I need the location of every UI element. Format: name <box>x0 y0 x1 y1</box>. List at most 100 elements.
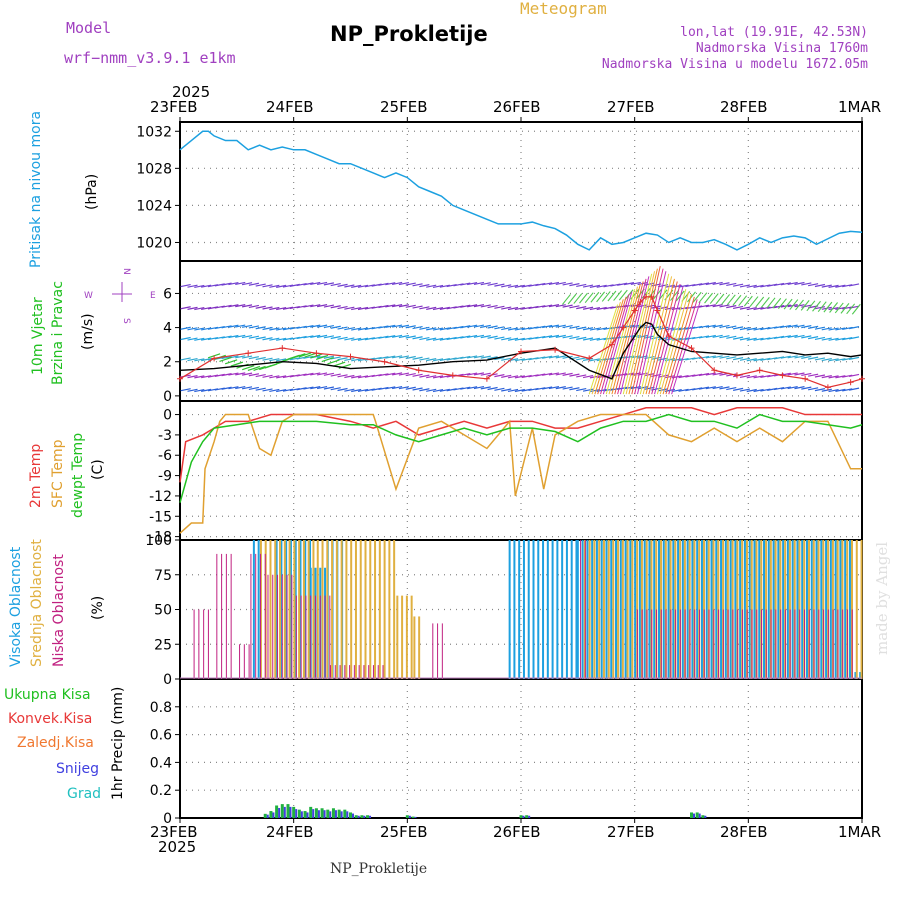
wind-arrow <box>487 356 498 360</box>
wind-arrow <box>794 355 805 359</box>
wind-arrow <box>801 335 812 339</box>
wind-arrow <box>780 282 791 286</box>
wind-arrow <box>726 386 737 391</box>
wind-arrow <box>439 358 450 362</box>
wind-arrow <box>657 388 669 392</box>
wind-streak <box>662 294 692 395</box>
wind-arrow <box>460 372 471 377</box>
wind-arrow <box>385 304 396 308</box>
wind-arrow <box>276 375 287 379</box>
wind-arrow <box>623 372 635 376</box>
y-tick-label: 100 <box>145 533 172 549</box>
wind-arrow <box>487 304 498 309</box>
wind-arrow <box>596 337 607 341</box>
wind-streak <box>605 289 636 395</box>
wind-arrow <box>321 356 334 363</box>
wind-arrow <box>555 334 566 338</box>
wind-arrow <box>705 355 716 359</box>
precip-snow-bar <box>704 815 707 818</box>
wind-arrow <box>814 357 826 361</box>
wind-arrow <box>378 373 389 377</box>
y-tick-label: 0 <box>163 389 172 405</box>
wind-arrow <box>801 282 812 286</box>
wind-arrow <box>344 306 355 310</box>
wind-arrow <box>794 334 805 339</box>
wind-arrow <box>296 325 307 329</box>
wind-arrow <box>773 325 785 329</box>
time-label-top-6: 1MAR <box>838 98 882 116</box>
y-tick-label: -15 <box>149 509 172 525</box>
wind-arrow <box>501 357 512 361</box>
wind-arrow <box>596 284 607 288</box>
wind-arrow <box>657 374 669 378</box>
wind-arrow <box>766 297 776 309</box>
wind-arrow <box>248 356 260 360</box>
wind-arrow <box>576 387 587 392</box>
precip-snow-bar <box>278 807 281 818</box>
wind-arrow <box>385 335 396 339</box>
wind-arrow <box>385 282 396 286</box>
wind-arrow <box>412 305 423 309</box>
wind-arrow <box>848 305 860 309</box>
wind-arrow <box>364 326 375 331</box>
wind-speed-line <box>179 321 863 380</box>
wind-arrow <box>180 388 191 392</box>
wind-arrow <box>405 325 416 329</box>
wind-arrow <box>194 375 205 379</box>
wind-arrow <box>501 337 512 341</box>
wind-arrow <box>795 299 804 311</box>
wind-arrow <box>846 303 856 315</box>
wind-arrow <box>187 357 198 362</box>
wind-arrow <box>548 386 560 390</box>
wind-arrow <box>269 284 280 288</box>
wind-arrow <box>412 336 423 340</box>
wind-arrow <box>391 334 403 338</box>
wind-arrow <box>692 373 703 377</box>
wind-arrow <box>576 306 587 310</box>
precip-bar <box>269 811 273 818</box>
wind-arrow <box>848 356 860 360</box>
wind-arrow <box>439 327 450 331</box>
wind-arrow <box>228 304 239 308</box>
wind-arrow <box>391 324 403 328</box>
wind-arrow <box>739 306 751 310</box>
wind-arrow <box>596 327 607 331</box>
wind-arrow <box>535 335 546 340</box>
wind-arrow <box>794 386 805 390</box>
wind-arrow <box>432 375 444 379</box>
time-label-bottom-6: 1MAR <box>838 823 882 841</box>
wind-arrow <box>772 297 782 309</box>
wind-arrow <box>255 283 266 287</box>
wind-arrow <box>678 337 689 341</box>
precip-bar <box>360 815 364 818</box>
wind-arrow <box>230 361 244 367</box>
gust-marker <box>279 345 286 352</box>
wind-arrow <box>303 304 314 308</box>
wind-arrow <box>562 282 573 286</box>
wind-arrow <box>494 283 505 287</box>
wind-arrow <box>721 294 731 305</box>
precip-bar <box>286 804 290 818</box>
wind-arrow <box>840 303 850 314</box>
wind-arrow <box>562 294 571 305</box>
wind-arrow <box>555 372 566 376</box>
wind-arrow <box>746 388 757 393</box>
gust-marker <box>637 298 644 305</box>
wind-arrow <box>487 335 498 339</box>
precip-snow-bar <box>414 816 417 818</box>
wind-arrow <box>589 306 601 311</box>
wind-arrow <box>521 284 532 288</box>
wind-arrow <box>760 297 770 308</box>
precip-bar <box>292 806 296 818</box>
wind-arrow <box>282 337 294 341</box>
wind-arrow <box>719 335 730 339</box>
wind-arrow <box>432 388 444 393</box>
wind-arrow <box>255 373 266 378</box>
wind-arrow <box>613 290 623 301</box>
wind-arrow <box>235 372 246 376</box>
wind-arrow <box>698 304 710 308</box>
altitude-text: Nadmorska Visina 1760m <box>695 41 868 56</box>
wind-arrow <box>576 357 587 361</box>
wind-arrow <box>405 335 416 339</box>
wind-arrow <box>323 372 335 376</box>
